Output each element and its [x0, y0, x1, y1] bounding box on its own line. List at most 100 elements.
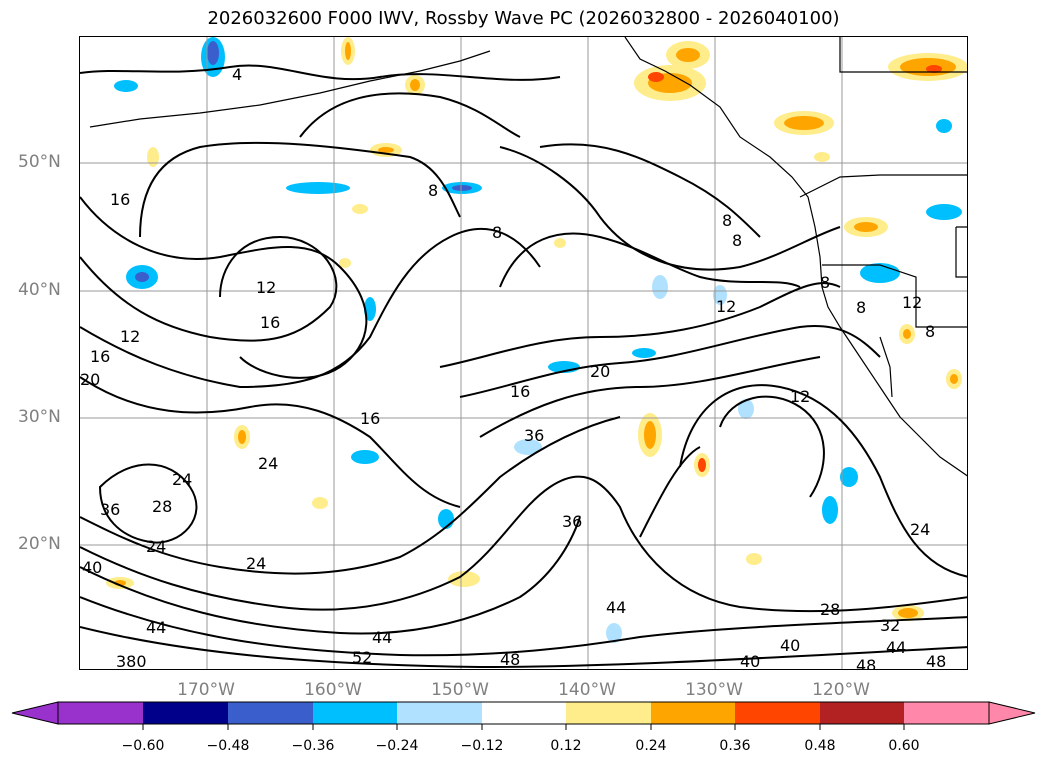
contour-label: 36 [524, 426, 544, 445]
contour-label: 8 [820, 273, 830, 292]
negative-anomaly-patch [207, 41, 219, 65]
contour-label: 40 [740, 652, 760, 670]
contour-line [639, 446, 701, 538]
positive-anomaly-patch [648, 72, 664, 82]
contour-label: 24 [246, 554, 266, 573]
colorbar-segment [397, 702, 482, 724]
map-title: 2026032600 F000 IWV, Rossby Wave PC (202… [207, 8, 840, 29]
contour-label: 16 [510, 382, 530, 401]
positive-anomaly-patch [339, 258, 351, 268]
contour-label: 8 [492, 223, 502, 242]
negative-anomaly-patch [452, 185, 472, 191]
contour-label: 12 [902, 293, 922, 312]
positive-anomaly-patch [644, 421, 656, 449]
alaska-border [839, 37, 967, 73]
longitude-label-170w: 170°W [177, 680, 235, 700]
state-borders [822, 264, 967, 328]
colorbar-segment [228, 702, 313, 724]
colorbar-tick-label: 0.24 [635, 738, 667, 754]
colorbar-segment [58, 702, 143, 724]
colorbar-tick-marks [142, 724, 905, 730]
colorbar-segment [482, 702, 566, 724]
contour-line [719, 395, 825, 498]
longitude-label-130w: 130°W [685, 680, 743, 700]
colorbar-segment [904, 702, 989, 724]
map-canvas: 4 8 8 8 8 16 16 12 12 16 12 16 20 20 16 … [80, 37, 967, 670]
contour-label: 16 [110, 190, 130, 209]
negative-anomaly-patch [632, 348, 656, 358]
negative-anomaly-patch [738, 399, 754, 419]
contour-label: 48 [856, 656, 876, 670]
contour-label: 8 [732, 231, 742, 250]
contour-line [299, 92, 521, 138]
colorbar-tick-label: −0.24 [375, 738, 419, 754]
contour-line [80, 475, 967, 613]
negative-anomaly-patch [135, 272, 149, 282]
contour-label: 24 [146, 537, 166, 556]
contour-line [139, 141, 461, 238]
contour-line [80, 626, 967, 669]
positive-anomaly-patch [410, 79, 420, 91]
contour-label: 40 [82, 558, 102, 577]
positive-anomaly-patch [903, 329, 911, 339]
anomaly-shading [106, 37, 967, 643]
contour-label: 12 [790, 387, 810, 406]
contour-line [80, 64, 561, 81]
canada-us-border [799, 174, 967, 198]
negative-anomaly-patch [652, 275, 668, 299]
colorbar-tick-label: −0.36 [291, 738, 335, 754]
negative-anomaly-patch [926, 204, 962, 220]
colorbar-segment [651, 702, 735, 724]
colorbar-tick-label: 0.60 [888, 738, 920, 754]
contour-label: 28 [820, 600, 840, 619]
contour-label: 12 [716, 297, 736, 316]
map-panel[interactable]: 4 8 8 8 8 16 16 12 12 16 12 16 20 20 16 … [79, 36, 968, 670]
negative-anomaly-patch [713, 285, 727, 305]
positive-anomaly-patch [814, 152, 830, 162]
negative-anomaly-patch [822, 496, 838, 524]
contour-label: 28 [152, 497, 172, 516]
contour-line [80, 227, 541, 389]
positive-anomaly-patch [926, 65, 942, 73]
latitude-label-20n: 20°N [18, 534, 61, 554]
contour-label: 24 [910, 520, 930, 539]
contour-label: 8 [856, 298, 866, 317]
colorbar-tick-label: 0.48 [804, 738, 836, 754]
contour-label: 12 [120, 327, 140, 346]
contour-label: 24 [258, 454, 278, 473]
contour-label: 16 [260, 313, 280, 332]
positive-anomaly-patch [448, 571, 480, 587]
positive-anomaly-patch [950, 374, 958, 384]
contour-label: 44 [372, 628, 392, 647]
contour-line [439, 282, 841, 368]
contour-label: 8 [925, 322, 935, 341]
contour-label: 8 [428, 181, 438, 200]
contour-label: 44 [606, 598, 626, 617]
contour-line [499, 232, 801, 288]
positive-anomaly-patch [854, 222, 878, 232]
contour-label-layer: 4 8 8 8 8 16 16 12 12 16 12 16 20 20 16 … [80, 65, 946, 670]
contour-label: 44 [146, 618, 166, 637]
colorbar-outline [57, 701, 990, 725]
longitude-label-120w: 120°W [812, 680, 870, 700]
contour-line [459, 325, 881, 398]
contour-label: 48 [500, 650, 520, 669]
colorbar-tick-label: 0.36 [719, 738, 751, 754]
positive-anomaly-patch [147, 147, 159, 167]
contour-line [80, 596, 967, 657]
baja-peninsula [879, 336, 893, 398]
negative-anomaly-patch [514, 439, 542, 455]
contour-label: 8 [722, 211, 732, 230]
negative-anomaly-patch [840, 467, 858, 487]
contour-line [80, 416, 621, 575]
colorbar-segment [143, 702, 228, 724]
negative-anomaly-patch [606, 623, 622, 643]
colorbar-tick-label: −0.12 [460, 738, 504, 754]
contour-line [539, 143, 761, 238]
latitude-label-30n: 30°N [18, 407, 61, 427]
contour-line [679, 384, 967, 578]
contour-line [479, 356, 821, 438]
contour-label: 20 [80, 370, 100, 389]
colorbar-segment [566, 702, 651, 724]
negative-anomaly-patch [936, 119, 952, 133]
